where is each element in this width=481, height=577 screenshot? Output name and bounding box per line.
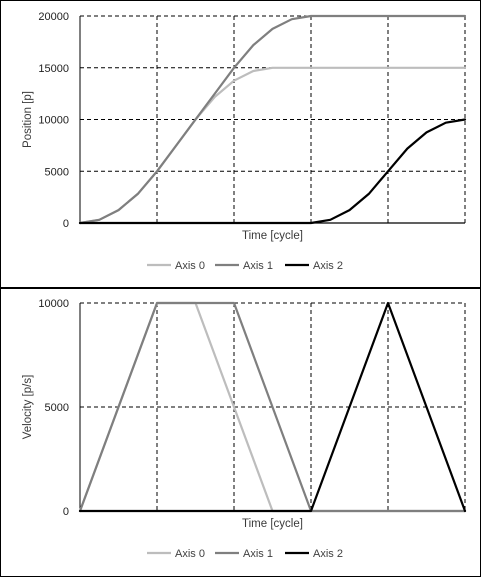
legend-label: Axis 2 xyxy=(313,260,343,272)
y-tick-label: 20000 xyxy=(38,11,69,23)
x-axis-title: Time [cycle] xyxy=(242,230,303,242)
legend-label: Axis 0 xyxy=(175,260,205,272)
series-line-axis-2 xyxy=(78,118,467,225)
y-axis-title: Velocity [p/s] xyxy=(22,375,34,440)
x-axis-title: Time [cycle] xyxy=(242,518,303,530)
legend-label: Axis 0 xyxy=(175,548,205,560)
legend-label: Axis 1 xyxy=(243,548,273,560)
y-tick-label: 15000 xyxy=(38,63,69,75)
y-tick-label: 5000 xyxy=(45,166,69,178)
series-line-axis-1 xyxy=(78,14,467,225)
y-axis-title: Position [p] xyxy=(22,91,34,148)
y-tick-label: 10000 xyxy=(38,298,69,310)
position-chart: 0 5000 10000 15000 20000 Time [cycle] Position… xyxy=(22,11,467,272)
y-tick-label: 10000 xyxy=(38,115,69,127)
series-line-axis-2 xyxy=(78,301,467,513)
legend-label: Axis 1 xyxy=(243,260,273,272)
series-line-axis-0 xyxy=(78,66,467,225)
y-tick-label: 0 xyxy=(63,218,69,230)
velocity-chart-panel: 0 5000 10000 Time [cycle] Velocity [p/s] Axis… xyxy=(0,288,481,577)
y-tick-label: 5000 xyxy=(45,402,69,414)
y-tick-label: 0 xyxy=(63,506,69,518)
velocity-chart: 0 5000 10000 Time [cycle] Velocity [p/s] Axis… xyxy=(22,298,467,560)
position-chart-panel: 0 5000 10000 15000 20000 Time [cycle] Position… xyxy=(0,0,481,288)
legend-label: Axis 2 xyxy=(313,548,343,560)
series-line-axis-1 xyxy=(78,301,467,513)
